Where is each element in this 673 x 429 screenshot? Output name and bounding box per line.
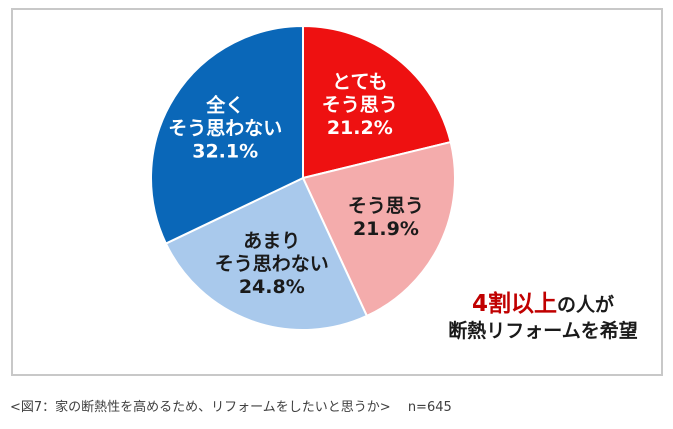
- slice-category-label: そう思わない: [215, 253, 329, 275]
- slice-category-label: とても: [332, 71, 387, 93]
- slice-mattaku: [150, 24, 304, 245]
- slice-category-label: 全く: [205, 93, 244, 116]
- slice-sou-omou: [301, 140, 456, 318]
- callout-line-1-rest: の人が: [557, 294, 615, 316]
- slice-totemo: [302, 24, 452, 180]
- callout: 4割以上の人が 断熱リフォームを希望: [423, 291, 663, 344]
- slice-value-label: 21.9%: [353, 218, 419, 240]
- slice-value-label: 24.8%: [239, 276, 305, 298]
- callout-emphasis: 4割以上: [471, 291, 557, 317]
- slice-category-label: そう思う: [348, 195, 424, 217]
- slice-value-label: 32.1%: [192, 140, 258, 162]
- chart-frame: とても そう思う 21.2% そう思う 21.9% あまり そう思わない 24.8% 全く そう思…: [11, 8, 663, 376]
- slice-category-label: そう思う: [322, 94, 398, 116]
- callout-line-1: 4割以上の人が: [423, 291, 663, 318]
- pie-chart: とてもそう思う21.2%そう思う21.9%あまりそう思わない24.8%全くそう思…: [150, 24, 456, 331]
- callout-line-2: 断熱リフォームを希望: [448, 320, 638, 342]
- slice-category-label: あまり: [243, 230, 300, 252]
- slice-value-label: 21.2%: [327, 117, 393, 139]
- sample-size: n=645: [407, 400, 452, 415]
- caption-title: <図7：家の断熱性を高めるため、リフォームをしたいと思うか>: [10, 400, 391, 415]
- chart-caption: <図7：家の断熱性を高めるため、リフォームをしたいと思うか> n=645: [10, 396, 452, 415]
- slice-amari: [164, 176, 369, 331]
- slice-category-label: そう思わない: [168, 117, 282, 139]
